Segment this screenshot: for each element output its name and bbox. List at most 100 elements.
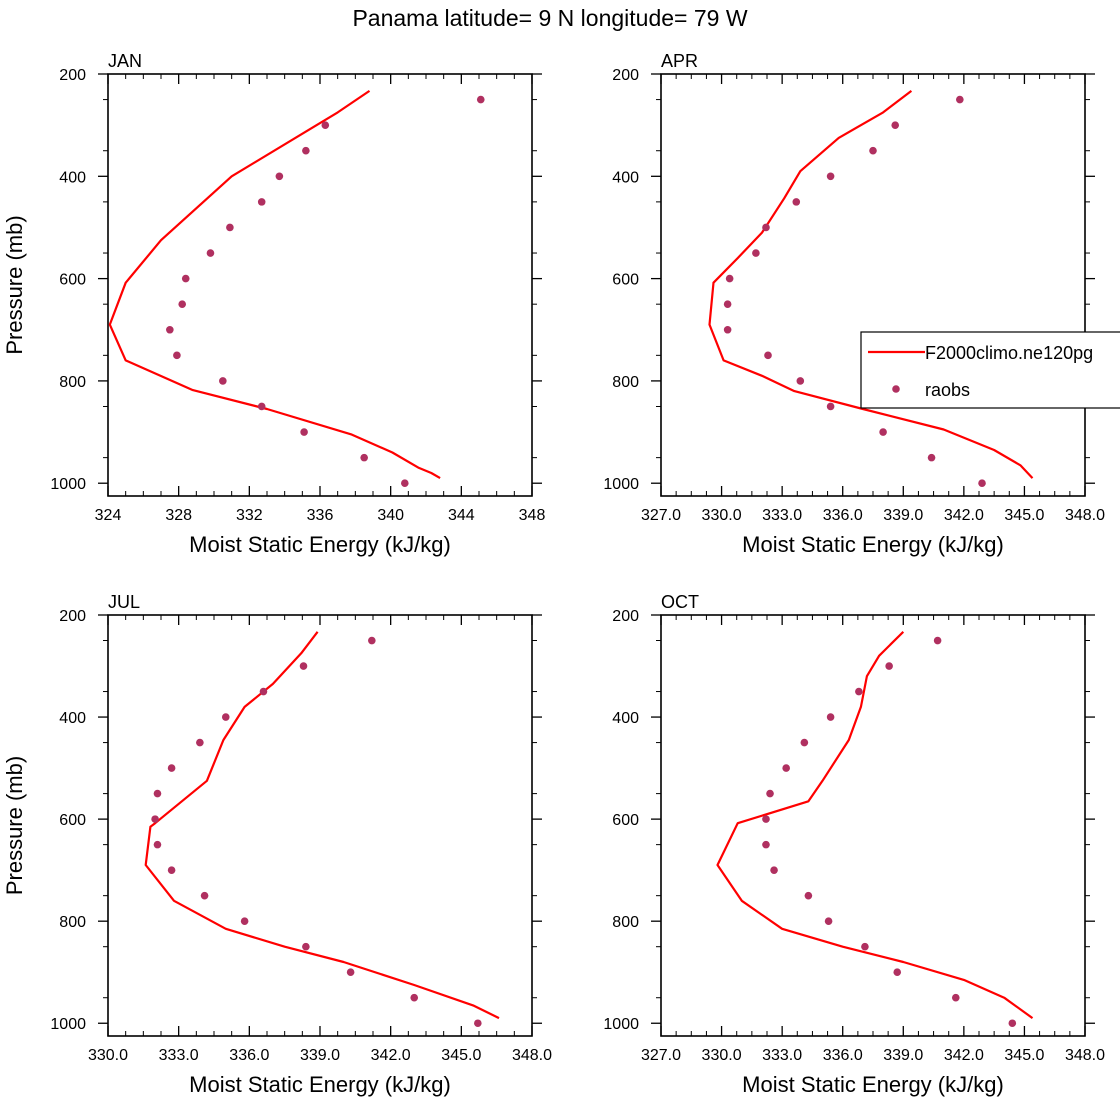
plot-frame (660, 73, 1086, 497)
x-tick-label: 345.0 (1004, 1047, 1044, 1064)
x-tick-label: 348 (519, 507, 546, 524)
panel-jan: JAN 324 328 332 336 340 344 348 200 400 600 800 1000… (2, 51, 545, 557)
data-point-raobs (826, 713, 835, 721)
data-point-raobs (782, 764, 790, 772)
series-line-model (144, 631, 500, 1020)
x-tick-label: 336.0 (229, 1047, 269, 1064)
data-point-raobs (178, 300, 186, 308)
data-point-raobs (766, 789, 774, 798)
y-tick-label: 400 (612, 710, 639, 727)
data-point-raobs (302, 942, 310, 951)
data-point-raobs (221, 713, 230, 721)
legend: F2000climo.ne120pg raobs (860, 331, 1120, 409)
x-tick-label: 330.0 (702, 507, 742, 524)
x-tick-label: 339.0 (883, 1047, 923, 1064)
data-point-raobs (474, 1019, 482, 1028)
x-tick-label: 333.0 (762, 1047, 802, 1064)
panel-label: OCT (661, 592, 699, 612)
x-tick-label: 348.0 (1065, 507, 1105, 524)
data-point-raobs (257, 402, 266, 411)
data-point-raobs (153, 789, 162, 798)
panel-jul: JUL 330.0 333.0 336.0 339.0 342.0 345.0 348.0 20… (2, 592, 552, 1097)
y-axis-label: Pressure (mb) (2, 756, 27, 895)
series-line-model (708, 90, 1034, 479)
data-point-raobs (891, 121, 900, 129)
y-tick-label: 600 (59, 272, 86, 289)
data-point-raobs (869, 146, 877, 155)
x-tick-label: 344 (448, 507, 475, 524)
data-point-raobs (826, 402, 835, 411)
data-point-raobs (826, 172, 835, 181)
data-point-raobs (206, 249, 215, 257)
data-point-raobs (855, 687, 863, 696)
data-point-raobs (927, 453, 936, 462)
y-tick-label: 400 (59, 169, 86, 186)
x-tick-label: 345.0 (1004, 507, 1044, 524)
x-tick-label: 327.0 (641, 1047, 681, 1064)
x-tick-label: 336 (307, 507, 334, 524)
data-point-raobs (804, 891, 813, 900)
y-tick-label: 800 (59, 374, 86, 391)
y-axis-label: Pressure (mb) (2, 215, 27, 354)
panel-apr: APR 327.0 330.0 333.0 336.0 339.0 342.0 345.0 34… (603, 51, 1105, 557)
y-tick-label: 1000 (50, 476, 86, 493)
data-point-raobs (401, 479, 409, 488)
data-point-raobs (933, 636, 942, 645)
panel-oct: OCT 327.0 330.0 333.0 336.0 339.0 342.0 345.0 34… (603, 592, 1105, 1097)
data-point-raobs (879, 428, 887, 436)
data-point-raobs (226, 223, 234, 232)
x-tick-label: 333.0 (159, 1047, 199, 1064)
data-point-raobs (321, 121, 330, 129)
data-point-raobs (951, 993, 960, 1002)
data-point-raobs (800, 738, 809, 747)
panel-label: JUL (108, 592, 140, 612)
data-point-raobs (166, 325, 174, 334)
data-point-raobs (196, 738, 204, 747)
y-tick-label: 600 (612, 812, 639, 829)
data-point-raobs (200, 891, 209, 900)
data-point-raobs (153, 840, 162, 849)
data-point-raobs (956, 95, 964, 104)
legend-label-raobs: raobs (925, 380, 970, 400)
panel-label: APR (661, 51, 698, 71)
data-point-raobs (1008, 1019, 1017, 1028)
x-tick-label: 340 (377, 507, 404, 524)
data-point-raobs (167, 866, 176, 874)
x-tick-label: 342.0 (944, 507, 984, 524)
data-point-raobs (360, 453, 368, 462)
x-tick-label: 339.0 (300, 1047, 340, 1064)
data-point-raobs (299, 662, 308, 670)
y-tick-label: 400 (612, 169, 639, 186)
x-tick-label: 330.0 (88, 1047, 128, 1064)
data-point-raobs (978, 479, 986, 488)
x-tick-label: 345.0 (441, 1047, 481, 1064)
data-point-raobs (770, 866, 778, 874)
data-point-raobs (219, 377, 227, 385)
x-tick-label: 332 (236, 507, 263, 524)
x-axis-label: Moist Static Energy (kJ/kg) (742, 532, 1004, 557)
y-tick-label: 200 (59, 67, 86, 84)
x-tick-label: 330.0 (702, 1047, 742, 1064)
x-axis-label: Moist Static Energy (kJ/kg) (189, 532, 451, 557)
x-tick-label: 348.0 (512, 1047, 552, 1064)
data-point-raobs (792, 198, 801, 206)
data-point-raobs (723, 300, 732, 308)
y-tick-label: 800 (612, 374, 639, 391)
legend-marker-swatch (892, 385, 900, 393)
data-point-raobs (476, 95, 485, 104)
series-line-model (716, 631, 1034, 1019)
y-tick-label: 800 (612, 914, 639, 931)
data-point-raobs (240, 917, 249, 925)
data-point-raobs (181, 274, 190, 283)
y-tick-label: 800 (59, 914, 86, 931)
x-axis-label: Moist Static Energy (kJ/kg) (189, 1072, 451, 1097)
plot-frame (107, 614, 533, 1037)
data-point-raobs (893, 968, 902, 977)
plot-frame (660, 614, 1086, 1037)
data-point-raobs (752, 249, 760, 257)
data-point-raobs (885, 662, 893, 670)
y-tick-label: 1000 (50, 1016, 86, 1033)
data-point-raobs (725, 274, 734, 283)
data-point-raobs (796, 377, 805, 385)
